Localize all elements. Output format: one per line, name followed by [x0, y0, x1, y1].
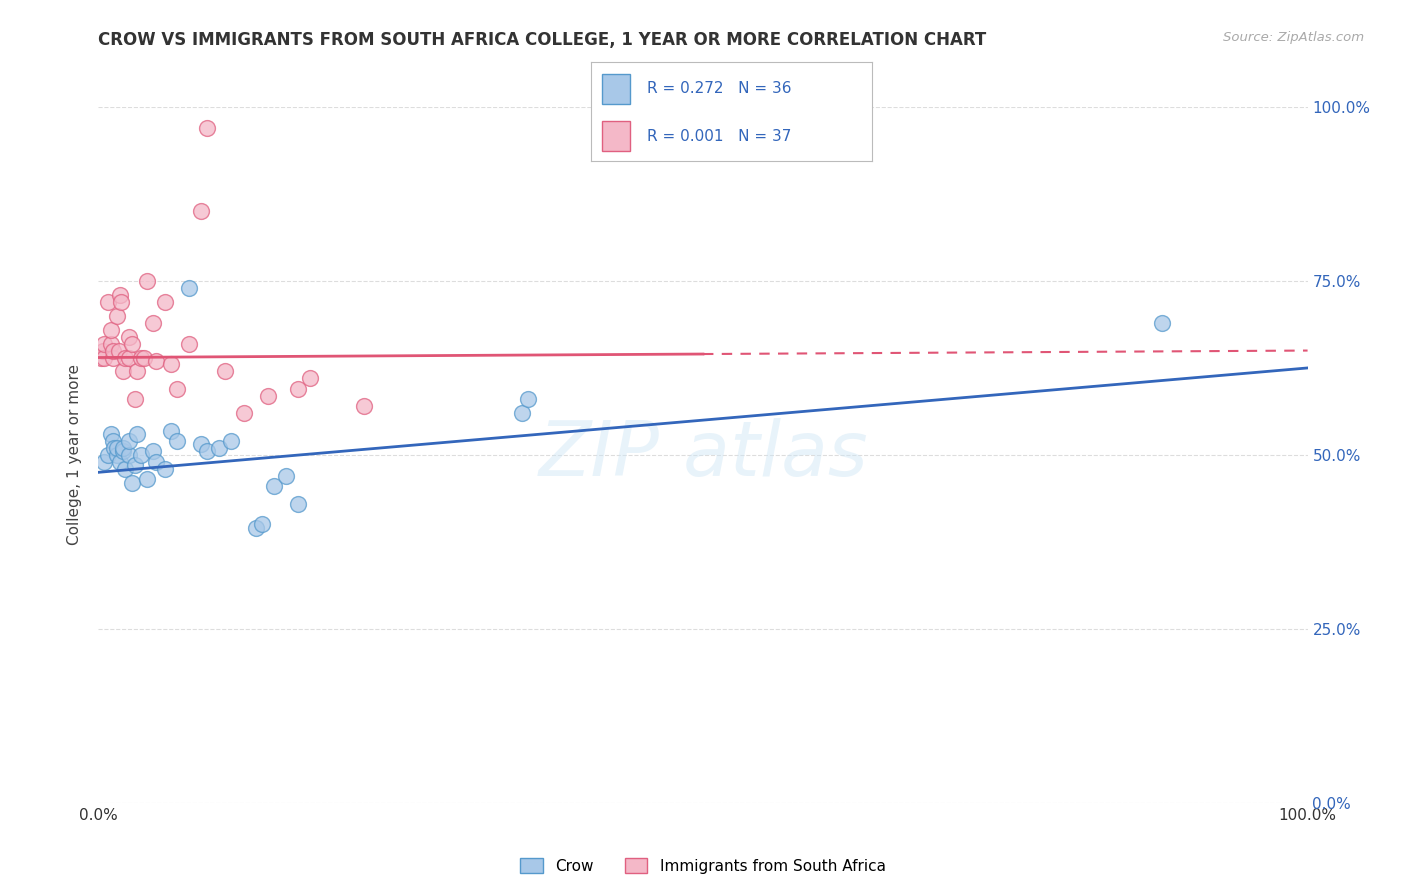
Point [100, 323, 122, 337]
FancyBboxPatch shape [602, 74, 630, 103]
Point [245, 521, 267, 535]
Point [118, 434, 141, 448]
Point [90, 351, 112, 365]
Point [232, 406, 254, 420]
Point [129, 351, 152, 365]
Point [118, 329, 141, 343]
Point [1152, 316, 1174, 330]
Point [114, 462, 136, 476]
Point [274, 468, 297, 483]
Point [93, 455, 115, 469]
Point [221, 434, 243, 448]
Point [135, 274, 157, 288]
Point [101, 351, 124, 365]
Point [108, 343, 131, 358]
Point [142, 316, 165, 330]
Point [110, 294, 132, 309]
Point [179, 281, 201, 295]
Point [100, 336, 122, 351]
Point [93, 336, 115, 351]
Text: Source: ZipAtlas.com: Source: ZipAtlas.com [1223, 31, 1364, 45]
Point [145, 455, 167, 469]
Text: CROW VS IMMIGRANTS FROM SOUTH AFRICA COLLEGE, 1 YEAR OR MORE CORRELATION CHART: CROW VS IMMIGRANTS FROM SOUTH AFRICA COL… [98, 31, 987, 49]
Point [121, 475, 143, 490]
Text: R = 0.272   N = 36: R = 0.272 N = 36 [647, 81, 792, 96]
Point [250, 517, 273, 532]
Text: R = 0.001   N = 37: R = 0.001 N = 37 [647, 128, 792, 144]
FancyBboxPatch shape [602, 121, 630, 151]
Point [299, 371, 322, 385]
Point [127, 364, 149, 378]
Point [510, 406, 533, 420]
Point [190, 204, 212, 219]
Point [166, 382, 188, 396]
Legend: Crow, Immigrants from South Africa: Crow, Immigrants from South Africa [515, 852, 891, 880]
Point [263, 479, 285, 493]
Point [287, 497, 309, 511]
Text: ZIP atlas: ZIP atlas [538, 418, 868, 491]
Point [101, 343, 124, 358]
Point [118, 448, 141, 462]
Point [195, 120, 218, 135]
Point [160, 424, 183, 438]
Point [153, 294, 176, 309]
Point [179, 336, 201, 351]
Point [121, 336, 143, 351]
Point [105, 309, 128, 323]
Point [101, 434, 124, 448]
Point [127, 427, 149, 442]
Point [129, 448, 152, 462]
Point [256, 389, 278, 403]
Point [111, 364, 134, 378]
Point [124, 392, 146, 407]
Point [124, 458, 146, 473]
Point [105, 441, 128, 455]
Point [105, 448, 128, 462]
Point [145, 354, 167, 368]
Point [108, 455, 131, 469]
Y-axis label: College, 1 year or more: College, 1 year or more [67, 365, 83, 545]
Point [91, 343, 114, 358]
Point [208, 441, 231, 455]
Point [214, 364, 236, 378]
Point [97, 448, 120, 462]
Point [111, 441, 134, 455]
Point [160, 358, 183, 372]
Point [118, 351, 141, 365]
Point [190, 437, 212, 451]
Point [287, 382, 309, 396]
Point [103, 441, 125, 455]
Point [353, 399, 375, 413]
Point [97, 294, 120, 309]
Point [108, 288, 131, 302]
Point [114, 351, 136, 365]
Point [195, 444, 218, 458]
Point [111, 444, 134, 458]
Point [516, 392, 538, 407]
Point [142, 444, 165, 458]
Point [153, 462, 176, 476]
Point [135, 472, 157, 486]
Point [93, 351, 115, 365]
Point [166, 434, 188, 448]
Point [100, 427, 122, 442]
Point [134, 351, 156, 365]
